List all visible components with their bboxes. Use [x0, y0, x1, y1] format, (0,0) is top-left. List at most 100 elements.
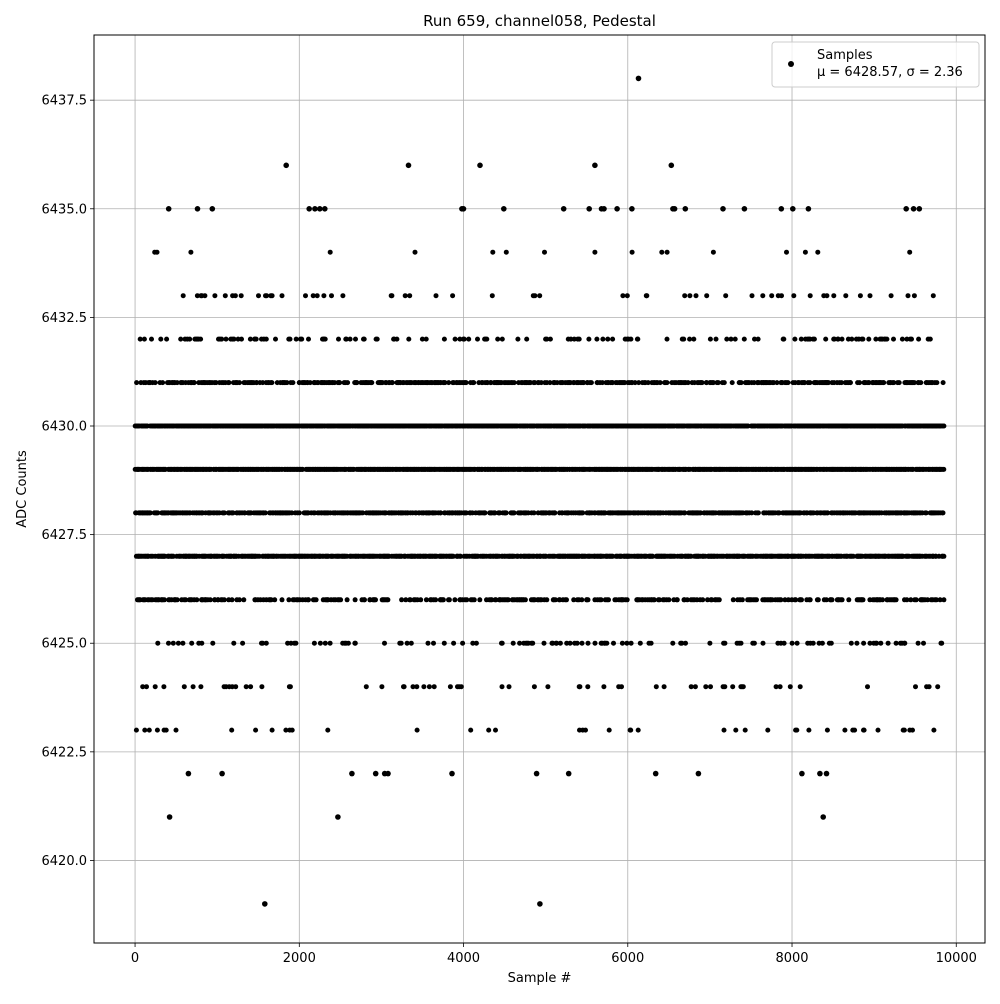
outlier-point [306, 206, 313, 212]
data-point [797, 684, 803, 690]
data-point [414, 727, 420, 733]
data-point [475, 336, 480, 342]
data-point [149, 336, 154, 342]
outlier-point [385, 770, 391, 777]
data-point [183, 597, 189, 603]
data-point [585, 597, 591, 603]
data-point [344, 597, 350, 603]
data-point [389, 293, 395, 299]
data-point [611, 640, 616, 646]
data-point [229, 597, 235, 603]
data-point [909, 336, 914, 342]
data-point [353, 336, 358, 342]
data-point [878, 640, 884, 646]
data-point [828, 640, 834, 646]
data-point [223, 336, 229, 342]
data-point [738, 380, 744, 386]
data-point [754, 597, 759, 603]
data-point [807, 597, 813, 603]
x-tick-label: 8000 [775, 951, 808, 966]
data-point [847, 380, 853, 386]
data-point [307, 380, 313, 386]
data-point [290, 380, 296, 386]
data-point [327, 249, 333, 255]
data-point [648, 640, 654, 646]
outlier-point [565, 770, 572, 777]
data-point [155, 510, 161, 516]
outlier-point [682, 206, 689, 212]
data-point [624, 640, 630, 646]
data-point [927, 336, 933, 342]
data-point [385, 597, 391, 603]
data-point [338, 597, 344, 603]
data-point [835, 336, 841, 342]
y-axis-title: ADC Counts [15, 450, 30, 528]
data-point [865, 684, 870, 690]
data-point [296, 510, 302, 516]
data-point [423, 336, 429, 342]
data-point [460, 640, 466, 646]
data-point [268, 597, 274, 603]
data-point [742, 727, 748, 733]
data-point [389, 380, 395, 386]
data-point [468, 727, 474, 733]
data-point [238, 293, 244, 299]
outlier-point [820, 814, 826, 820]
data-point [537, 293, 543, 299]
data-point [815, 249, 821, 255]
x-tick-label: 4000 [447, 951, 480, 966]
data-point [489, 293, 495, 299]
outlier-point [695, 770, 702, 777]
data-point [237, 380, 242, 386]
data-point [340, 293, 346, 299]
data-point [373, 597, 378, 603]
data-point [728, 336, 734, 342]
data-point [269, 380, 275, 386]
outlier-point [778, 206, 785, 212]
data-point [289, 727, 295, 733]
data-point [940, 380, 946, 386]
data-point [632, 380, 638, 386]
data-point [729, 380, 735, 386]
data-point [564, 597, 569, 603]
data-point [923, 510, 929, 516]
data-point [692, 684, 698, 690]
data-point [778, 597, 784, 603]
data-point [581, 380, 587, 386]
outlier-point [405, 162, 412, 169]
data-point [651, 597, 657, 603]
data-point [352, 640, 358, 646]
data-point [798, 336, 804, 342]
outlier-point [652, 770, 659, 777]
data-point [446, 597, 452, 603]
data-point [354, 380, 360, 386]
data-point [147, 510, 153, 516]
data-point [141, 336, 147, 342]
data-point [577, 684, 583, 690]
data-point [941, 553, 947, 559]
outlier-point [790, 206, 796, 212]
data-point [760, 293, 766, 299]
data-point [823, 597, 829, 603]
data-point [263, 640, 269, 646]
data-point [682, 510, 688, 516]
data-point [839, 380, 844, 386]
data-point [133, 727, 139, 733]
data-point [700, 597, 706, 603]
outlier-point [166, 814, 173, 820]
data-point [721, 380, 727, 386]
data-point [682, 293, 688, 299]
data-point [644, 293, 650, 299]
data-point [412, 249, 418, 255]
data-point [210, 640, 216, 646]
grid [94, 35, 985, 943]
data-point [592, 249, 598, 255]
data-point [707, 336, 713, 342]
outlier-point [560, 206, 567, 212]
data-point [579, 640, 585, 646]
data-point [628, 336, 634, 342]
data-point [511, 510, 517, 516]
data-point [867, 640, 873, 646]
data-point [314, 293, 320, 299]
data-point [446, 380, 452, 386]
